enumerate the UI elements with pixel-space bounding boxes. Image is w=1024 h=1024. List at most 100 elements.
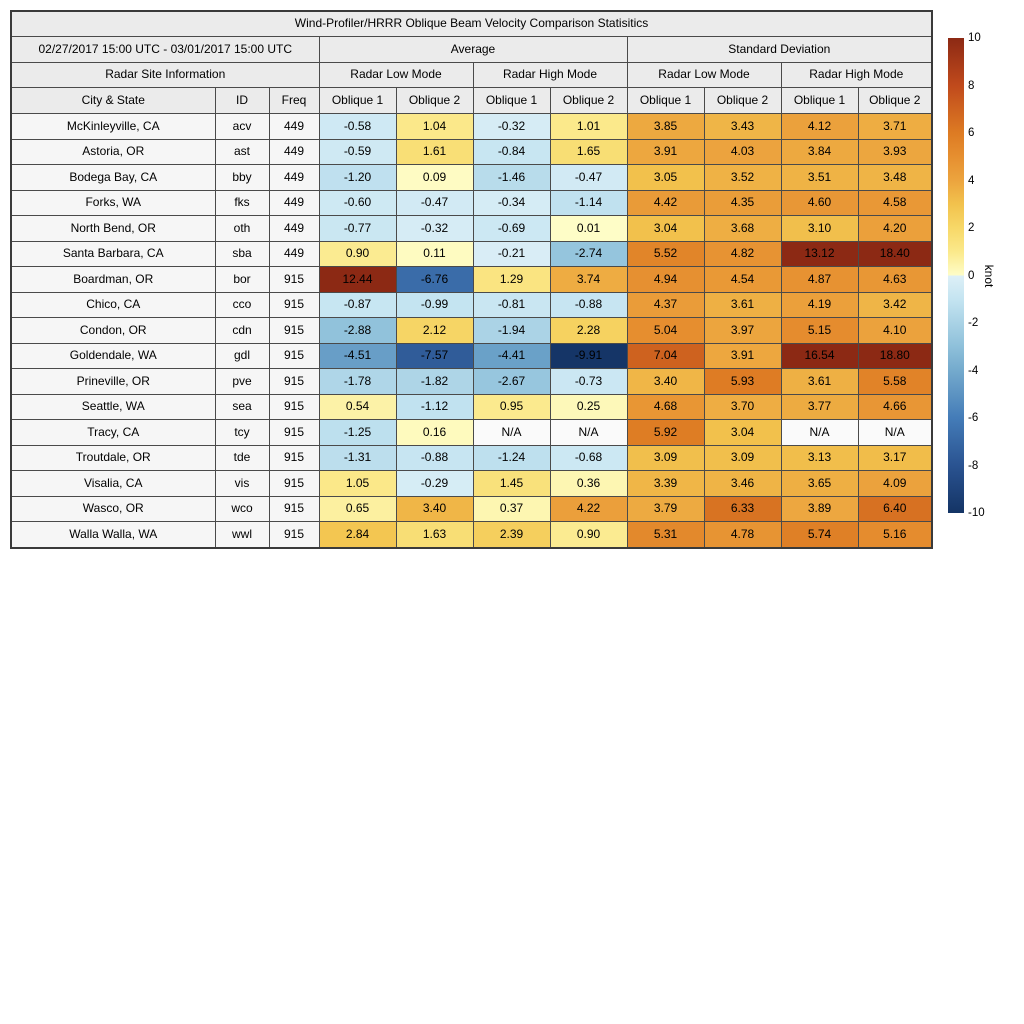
cell-value: 0.37 <box>472 495 551 522</box>
cell-id: oth <box>214 215 270 242</box>
cell-value: -0.84 <box>472 138 551 165</box>
cell-value: 3.48 <box>857 164 933 191</box>
cell-value: 0.09 <box>395 164 474 191</box>
cell-value: 5.58 <box>857 368 933 395</box>
group-header-standard-deviation: Standard Deviation <box>626 36 933 63</box>
col-header-oblique1: Oblique 1 <box>318 87 397 114</box>
cell-value: 2.84 <box>318 521 397 548</box>
cell-city-state: McKinleyville, CA <box>10 113 216 140</box>
cell-value: 6.33 <box>703 495 782 522</box>
cell-value: 3.65 <box>780 470 859 497</box>
cell-value: 0.95 <box>472 393 551 420</box>
cell-id: pve <box>214 368 270 395</box>
table-row: Wasco, OR wco 915 0.65 3.40 0.37 4.22 3.79 6.33 3… <box>10 495 933 522</box>
cell-value: 1.05 <box>318 470 397 497</box>
cell-value: 1.45 <box>472 470 551 497</box>
cell-value: 4.60 <box>780 189 859 216</box>
cell-value: 3.61 <box>780 368 859 395</box>
cell-value: 5.52 <box>626 240 705 267</box>
cell-id: gdl <box>214 342 270 369</box>
cell-id: tcy <box>214 419 270 446</box>
table-title: Wind-Profiler/HRRR Oblique Beam Velocity… <box>10 10 933 37</box>
cell-value: 3.46 <box>703 470 782 497</box>
cell-city-state: Prineville, OR <box>10 368 216 395</box>
cell-value: 1.61 <box>395 138 474 165</box>
cell-value: -1.25 <box>318 419 397 446</box>
cell-value: 3.70 <box>703 393 782 420</box>
cell-id: ast <box>214 138 270 165</box>
colorbar-tick-label: -2 <box>968 317 979 329</box>
cell-value: -1.94 <box>472 317 551 344</box>
cell-value: 3.09 <box>626 444 705 471</box>
cell-value: 3.93 <box>857 138 933 165</box>
cell-value: -4.41 <box>472 342 551 369</box>
cell-value: N/A <box>549 419 628 446</box>
cell-city-state: Seattle, WA <box>10 393 216 420</box>
cell-freq: 915 <box>268 521 320 548</box>
col-header-id: ID <box>214 87 270 114</box>
colorbar-tick-label: 10 <box>968 32 981 44</box>
cell-value: 3.43 <box>703 113 782 140</box>
cell-value: 0.01 <box>549 215 628 242</box>
cell-value: 5.31 <box>626 521 705 548</box>
cell-freq: 915 <box>268 393 320 420</box>
title-row: Wind-Profiler/HRRR Oblique Beam Velocity… <box>10 10 933 37</box>
table-row: Chico, CA cco 915 -0.87 -0.99 -0.81 -0.88 4.37 3… <box>10 291 933 318</box>
colorbar-tick-label: 6 <box>968 127 975 139</box>
cell-value: -9.91 <box>549 342 628 369</box>
colorbar-tick-label: -4 <box>968 364 979 377</box>
cell-value: 1.63 <box>395 521 474 548</box>
cell-city-state: Walla Walla, WA <box>10 521 216 548</box>
colorbar-tick-label: -8 <box>968 459 979 472</box>
cell-freq: 915 <box>268 266 320 293</box>
cell-value: N/A <box>472 419 551 446</box>
col-header-oblique2: Oblique 2 <box>395 87 474 114</box>
cell-value: 0.54 <box>318 393 397 420</box>
cell-city-state: Astoria, OR <box>10 138 216 165</box>
table-header: Wind-Profiler/HRRR Oblique Beam Velocity… <box>10 10 933 114</box>
cell-value: 4.10 <box>857 317 933 344</box>
cell-id: acv <box>214 113 270 140</box>
table-body: McKinleyville, CA acv 449 -0.58 1.04 -0.32 1.0… <box>10 113 933 548</box>
cell-value: -1.46 <box>472 164 551 191</box>
cell-value: 0.36 <box>549 470 628 497</box>
colorbar-unit-label: knot <box>982 264 996 288</box>
cell-value: -0.99 <box>395 291 474 318</box>
cell-id: fks <box>214 189 270 216</box>
cell-value: 4.19 <box>780 291 859 318</box>
cell-value: 4.03 <box>703 138 782 165</box>
group-header-average: Average <box>318 36 628 63</box>
cell-value: N/A <box>857 419 933 446</box>
cell-value: 6.40 <box>857 495 933 522</box>
cell-value: 4.09 <box>857 470 933 497</box>
cell-value: 4.87 <box>780 266 859 293</box>
cell-id: bby <box>214 164 270 191</box>
cell-freq: 449 <box>268 215 320 242</box>
cell-value: 3.85 <box>626 113 705 140</box>
cell-freq: 449 <box>268 189 320 216</box>
col-header-freq: Freq <box>268 87 320 114</box>
cell-value: -0.88 <box>549 291 628 318</box>
table-row: Bodega Bay, CA bby 449 -1.20 0.09 -1.46 -0.47 3… <box>10 164 933 191</box>
col-header-oblique1: Oblique 1 <box>626 87 705 114</box>
cell-value: -0.58 <box>318 113 397 140</box>
cell-value: 3.61 <box>703 291 782 318</box>
cell-value: -1.12 <box>395 393 474 420</box>
cell-freq: 449 <box>268 240 320 267</box>
table-row: Santa Barbara, CA sba 449 0.90 0.11 -0.21 -2.7… <box>10 240 933 267</box>
table-row: Condon, OR cdn 915 -2.88 2.12 -1.94 2.28 5.04 3.… <box>10 317 933 344</box>
cell-city-state: Wasco, OR <box>10 495 216 522</box>
cell-value: -0.88 <box>395 444 474 471</box>
cell-value: N/A <box>780 419 859 446</box>
table-row: North Bend, OR oth 449 -0.77 -0.32 -0.69 0.01 3… <box>10 215 933 242</box>
cell-value: 4.37 <box>626 291 705 318</box>
cell-value: 3.52 <box>703 164 782 191</box>
cell-city-state: Troutdale, OR <box>10 444 216 471</box>
cell-value: 3.97 <box>703 317 782 344</box>
column-header-row: City & State ID Freq Oblique 1 Oblique 2… <box>10 87 933 114</box>
cell-value: 3.05 <box>626 164 705 191</box>
cell-value: -1.20 <box>318 164 397 191</box>
cell-value: 4.94 <box>626 266 705 293</box>
cell-value: -2.74 <box>549 240 628 267</box>
